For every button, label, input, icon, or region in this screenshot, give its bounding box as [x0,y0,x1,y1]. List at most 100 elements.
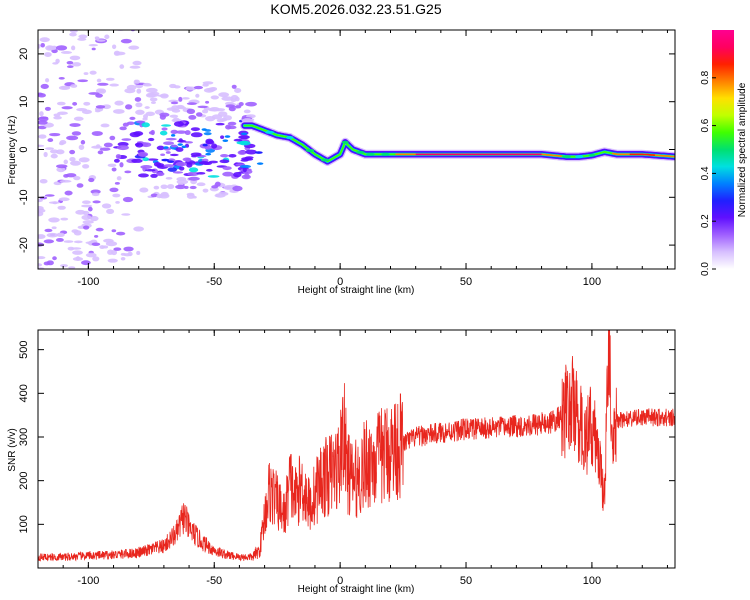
spectrogram-noise-blob [186,102,198,106]
spectrogram-noise-blob [117,141,129,147]
spectrogram-noise-blob [107,258,118,263]
spectrogram-noise-blob [96,78,102,83]
spectrogram-noise-blob [44,194,55,197]
spectrogram-noise-blob [125,104,133,110]
spectrogram-y-axis-label: Frequency (Hz) [7,116,18,185]
spectrogram-noise-blob [105,241,118,247]
spectrogram-noise-blob [66,135,79,141]
spectrogram-noise-blob [141,142,152,148]
spectrogram-cluster-spot [201,128,207,131]
spectrogram-noise-blob [111,229,117,233]
spectrogram-noise-blob [241,174,251,180]
spectrogram-noise-blob [83,72,89,75]
spectrogram-cluster-spot [167,160,175,163]
spectrogram-noise-blob [150,193,158,198]
spectrogram-noise-blob [65,173,77,178]
spectrogram-noise-blob [148,137,155,142]
snr-x-tick-label: 0 [337,575,343,587]
spectrogram-cluster-spot [161,158,170,162]
spectrogram-noise-blob [237,150,247,155]
snr-panel: -100 -50 0 50 100 100 200 300 400 500 Height of … [7,329,676,595]
snr-x-tick-label: -50 [206,575,222,587]
spectrogram-noise-blob [239,164,252,169]
spectrogram-noise-blob [184,141,193,144]
spectrogram-noise-blob [72,101,78,106]
spectrogram-noise-blob [188,115,197,120]
spectrogram-cluster-spot [254,151,263,154]
spectrogram-noise-blob [220,135,225,140]
spectrogram-noise-blob [119,64,125,69]
spectrogram-noise-blob [101,203,112,209]
spectrogram-noise-blob [44,52,52,57]
spectrogram-noise-blob [227,121,237,126]
spectrogram-noise-blob [120,256,126,261]
spectrogram-cluster-spot [205,152,212,156]
spectrogram-noise-blob [243,109,251,114]
spectrogram-noise-blob [167,184,175,190]
spectrogram-noise-blob [119,126,127,131]
spectrogram-noise-blob [160,184,168,189]
spectrogram-noise-blob [172,117,180,123]
snr-y-tick-label: 500 [18,340,30,358]
spectrogram-y-tick-label: 0 [18,146,30,152]
spectrogram-noise-blob [44,106,51,111]
spectrogram-x-tick-label: -50 [206,276,222,288]
spectrogram-noise-blob [214,108,226,112]
spectrogram-noise-blob [109,187,119,193]
spectrogram-noise-blob [190,127,200,132]
spectrogram-noise-blob [82,200,91,205]
spectrogram-y-tick-label: -20 [18,237,30,253]
spectrogram-noise-blob [121,213,131,216]
spectrogram-noise-blob [195,112,203,117]
spectrogram-noise-blob [38,120,48,125]
spectrogram-noise-blob [87,206,93,212]
spectrogram-signal-spot [356,150,365,154]
spectrogram-noise-blob [114,181,120,185]
spectrogram-noise-blob [187,171,199,177]
spectrogram-noise-blob [66,60,74,65]
spectrogram-noise-blob [117,145,129,151]
spectrogram-signal-spot [365,152,375,156]
spectrogram-noise-blob [192,195,197,199]
spectrogram-y-tick-label: -10 [18,189,30,205]
spectrogram-noise-blob [115,154,122,159]
snr-y-tick-label: 200 [18,471,30,489]
spectrogram-noise-blob [44,228,53,233]
spectrogram-noise-blob [171,105,181,111]
spectrogram-noise-blob [188,167,199,173]
spectrogram-noise-blob [143,114,149,119]
spectrogram-noise-blob [112,193,121,198]
spectrogram-noise-blob [97,82,109,86]
spectrogram-noise-blob [68,266,76,269]
spectrogram-noise-blob [71,45,76,51]
spectrogram-noise-blob [48,201,60,204]
spectrogram-noise-blob [245,101,257,107]
spectrogram-noise-blob [131,158,143,163]
spectrogram-noise-blob [56,237,64,242]
spectrogram-noise-blob [39,178,48,184]
colorbar-tick-label: 0.6 [700,118,711,132]
spectrogram-noise-blob [186,192,195,196]
spectrogram-cluster-spot [171,134,176,137]
spectrogram-noise-blob [111,22,117,26]
spectrogram-noise-blob [173,121,185,127]
spectrogram-cluster-spot [256,162,264,165]
spectrogram-noise-blob [190,132,203,138]
spectrogram-noise-blob [38,234,46,239]
spectrogram-noise-blob [238,135,250,140]
spectrogram-x-tick-label: 50 [460,276,472,288]
spectrogram-noise-blob [89,70,97,75]
spectrogram-noise-blob [76,107,88,112]
spectrogram-noise-blob [170,129,179,135]
spectrogram-noise-blob [115,200,120,204]
spectrogram-noise-blob [60,217,69,221]
spectrogram-noise-blob [244,156,254,160]
spectrogram-noise-blob [38,92,44,96]
spectrogram-noise-blob [145,87,158,93]
spectrogram-noise-blob [182,157,192,162]
spectrogram-noise-blob [181,97,190,100]
spectrogram-noise-blob [218,111,228,117]
spectrogram-noise-blob [169,153,179,157]
spectrogram-noise-blob [80,140,86,145]
